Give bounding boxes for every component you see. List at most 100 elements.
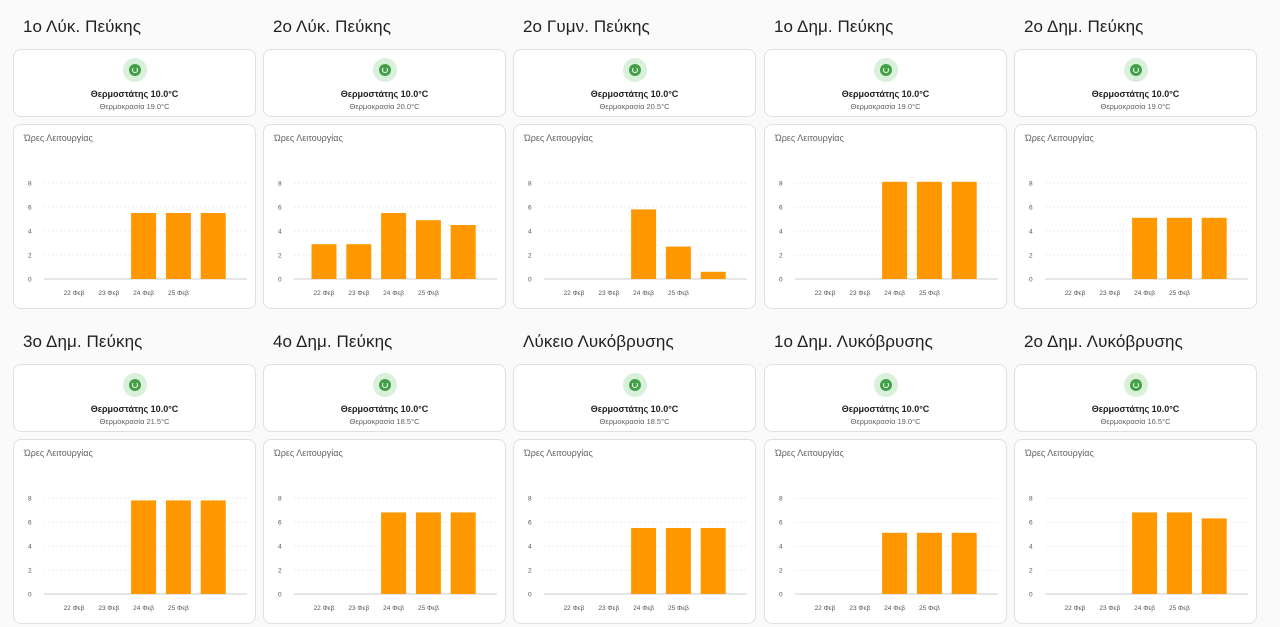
bar[interactable] — [700, 528, 726, 594]
bar[interactable] — [311, 244, 337, 279]
y-tick-label: 0 — [28, 277, 32, 284]
bar[interactable] — [1201, 518, 1227, 594]
bar[interactable] — [665, 528, 691, 594]
x-tick-label: 24 Φεβ — [884, 290, 905, 297]
current-temperature: Θερμοκρασία 19.0°C — [850, 102, 921, 111]
thermostat-power-icon[interactable] — [623, 58, 647, 82]
y-tick-label: 4 — [278, 229, 282, 236]
y-tick-label: 4 — [1029, 544, 1033, 551]
x-tick-label: 25 Φεβ — [168, 605, 189, 612]
bar[interactable] — [951, 181, 977, 279]
thermostat-card[interactable]: Θερμοστάτης 10.0°C Θερμοκρασία 18.5°C — [263, 364, 506, 432]
x-tick-label: 23 Φεβ — [348, 605, 369, 612]
operating-hours-card: Ώρες Λειτουργίας 0 2 4 6 8 22 Φεβ 23 Φεβ 24 Φεβ 2… — [1014, 439, 1257, 624]
y-tick-label: 2 — [528, 253, 532, 260]
bar[interactable] — [631, 209, 657, 279]
bar[interactable] — [131, 213, 157, 279]
thermostat-card[interactable]: Θερμοστάτης 10.0°C Θερμοκρασία 21.5°C — [13, 364, 256, 432]
bar[interactable] — [1132, 512, 1158, 594]
thermostat-power-icon[interactable] — [1124, 373, 1148, 397]
thermostat-power-icon[interactable] — [123, 373, 147, 397]
bar[interactable] — [700, 271, 726, 279]
operating-hours-card: Ώρες Λειτουργίας 0 2 4 6 8 22 Φεβ 23 Φεβ 24 Φεβ 2… — [1014, 124, 1257, 309]
bar[interactable] — [415, 512, 441, 594]
thermostat-card[interactable]: Θερμοστάτης 10.0°C Θερμοκρασία 19.0°C — [764, 364, 1007, 432]
chart-title: Ώρες Λειτουργίας — [775, 133, 844, 143]
thermostat-setpoint: Θερμοστάτης 10.0°C — [340, 89, 429, 99]
thermostat-power-icon[interactable] — [874, 373, 898, 397]
bar[interactable] — [665, 246, 691, 279]
y-tick-label: 8 — [28, 181, 32, 188]
thermostat-card[interactable]: Θερμοστάτης 10.0°C Θερμοκρασία 19.0°C — [1014, 49, 1257, 117]
bar[interactable] — [631, 528, 657, 594]
y-tick-label: 8 — [28, 496, 32, 503]
thermostat-card[interactable]: Θερμοστάτης 10.0°C Θερμοκρασία 20.5°C — [513, 49, 756, 117]
y-tick-label: 4 — [779, 544, 783, 551]
bar[interactable] — [381, 213, 407, 279]
bar[interactable] — [450, 512, 476, 594]
thermostat-card[interactable]: Θερμοστάτης 10.0°C Θερμοκρασία 19.0°C — [764, 49, 1007, 117]
thermostat-power-icon[interactable] — [623, 373, 647, 397]
bar[interactable] — [346, 244, 372, 279]
bar[interactable] — [200, 213, 226, 279]
thermostat-card[interactable]: Θερμοστάτης 10.0°C Θερμοκρασία 19.0°C — [13, 49, 256, 117]
y-tick-label: 4 — [28, 229, 32, 236]
x-tick-label: 25 Φεβ — [668, 605, 689, 612]
chart-title: Ώρες Λειτουργίας — [1025, 133, 1094, 143]
bar[interactable] — [951, 532, 977, 594]
panel-title: 2ο Δημ. Λυκόβρυσης — [1024, 332, 1183, 351]
bar[interactable] — [1166, 512, 1192, 594]
x-tick-label: 24 Φεβ — [884, 605, 905, 612]
bar[interactable] — [131, 500, 157, 594]
y-tick-label: 6 — [528, 205, 532, 212]
x-tick-label: 22 Φεβ — [314, 605, 335, 612]
bar[interactable] — [882, 181, 908, 279]
thermostat-power-icon[interactable] — [373, 58, 397, 82]
bar[interactable] — [916, 532, 942, 594]
bar[interactable] — [882, 532, 908, 594]
bar-chart: 0 2 4 6 8 22 Φεβ 23 Φεβ 24 Φεβ 25 Φεβ — [779, 496, 998, 612]
operating-hours-card: Ώρες Λειτουργίας 0 2 4 6 8 22 Φεβ 23 Φεβ 24 Φεβ 2… — [764, 124, 1007, 309]
thermostat-setpoint: Θερμοστάτης 10.0°C — [841, 404, 930, 414]
bar[interactable] — [165, 213, 191, 279]
bar[interactable] — [1201, 217, 1227, 279]
bar[interactable] — [381, 512, 407, 594]
y-tick-label: 4 — [28, 544, 32, 551]
bar[interactable] — [200, 500, 226, 594]
bar[interactable] — [450, 225, 476, 279]
school-panel: 1ο Δημ. Λυκόβρυσης Θερμοστάτης 10.0°C Θερμ… — [764, 315, 1009, 627]
y-tick-label: 0 — [1029, 592, 1033, 599]
y-tick-label: 6 — [1029, 520, 1033, 527]
x-tick-label: 22 Φεβ — [64, 605, 85, 612]
thermostat-power-icon[interactable] — [373, 373, 397, 397]
thermostat-card[interactable]: Θερμοστάτης 10.0°C Θερμοκρασία 20.0°C — [263, 49, 506, 117]
y-tick-label: 2 — [779, 253, 783, 260]
power-dot — [1130, 379, 1142, 391]
bar[interactable] — [1166, 217, 1192, 279]
chart-title: Ώρες Λειτουργίας — [24, 448, 93, 458]
bar-chart: 0 2 4 6 8 22 Φεβ 23 Φεβ 24 Φεβ 25 Φεβ — [278, 496, 497, 612]
y-tick-label: 0 — [528, 592, 532, 599]
thermostat-power-icon[interactable] — [1124, 58, 1148, 82]
thermostat-card[interactable]: Θερμοστάτης 10.0°C Θερμοκρασία 18.5°C — [513, 364, 756, 432]
bar[interactable] — [415, 220, 441, 279]
x-tick-label: 23 Φεβ — [98, 290, 119, 297]
thermostat-power-icon[interactable] — [123, 58, 147, 82]
bar[interactable] — [916, 181, 942, 279]
thermostat-card[interactable]: Θερμοστάτης 10.0°C Θερμοκρασία 16.5°C — [1014, 364, 1257, 432]
x-tick-label: 24 Φεβ — [633, 605, 654, 612]
x-tick-label: 22 Φεβ — [564, 605, 585, 612]
y-tick-label: 2 — [278, 568, 282, 575]
x-tick-label: 22 Φεβ — [564, 290, 585, 297]
current-temperature: Θερμοκρασία 19.0°C — [99, 102, 170, 111]
school-panel: 4ο Δημ. Πεύκης Θερμοστάτης 10.0°C Θερμοκρα… — [263, 315, 508, 627]
y-tick-label: 8 — [1029, 181, 1033, 188]
bar[interactable] — [1132, 217, 1158, 279]
thermostat-power-icon[interactable] — [874, 58, 898, 82]
bar[interactable] — [165, 500, 191, 594]
y-tick-label: 6 — [779, 205, 783, 212]
school-panel: 3ο Δημ. Πεύκης Θερμοστάτης 10.0°C Θερμοκρα… — [13, 315, 258, 627]
chart-title: Ώρες Λειτουργίας — [274, 448, 343, 458]
y-tick-label: 4 — [528, 229, 532, 236]
